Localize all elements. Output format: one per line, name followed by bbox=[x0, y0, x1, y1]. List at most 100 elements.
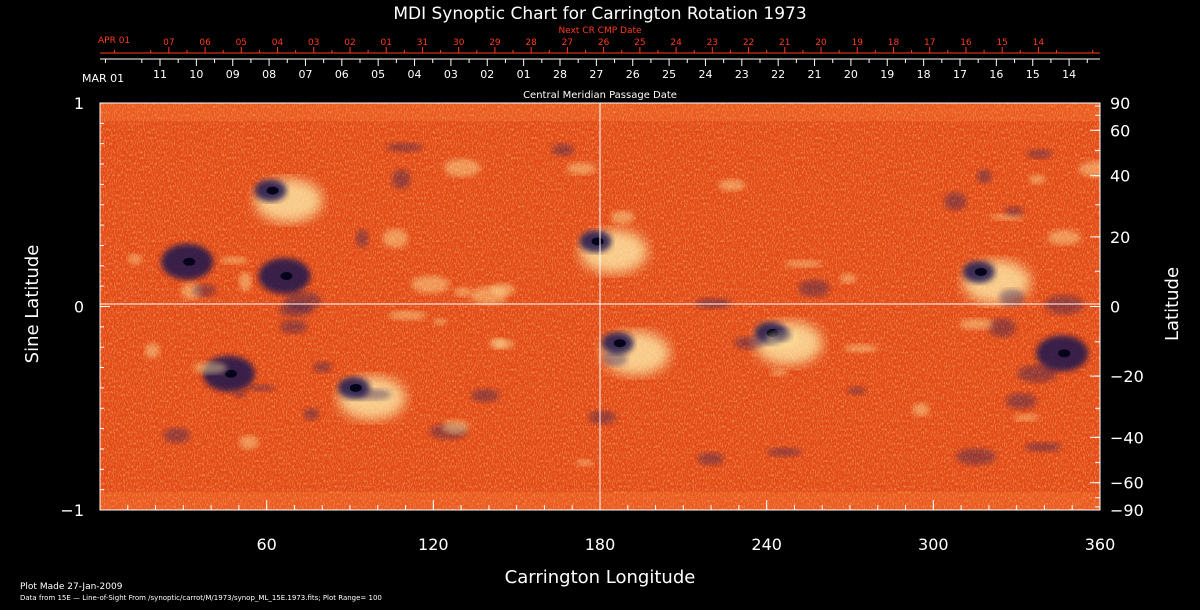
x-tick-label: 60 bbox=[256, 535, 276, 554]
network-patch bbox=[1017, 364, 1057, 383]
network-patch bbox=[588, 410, 617, 425]
network-patch bbox=[454, 286, 472, 297]
next-cr-date-label: 19 bbox=[852, 38, 864, 48]
next-cr-date-label: 30 bbox=[453, 38, 465, 48]
network-patch bbox=[847, 386, 867, 395]
network-patch bbox=[442, 419, 469, 434]
y-axis-left: 1 0 −1 bbox=[60, 94, 110, 520]
active-region bbox=[258, 258, 311, 295]
next-cr-date-label: 25 bbox=[634, 38, 645, 48]
network-patch bbox=[988, 318, 1016, 338]
network-patch bbox=[976, 169, 992, 184]
network-patch bbox=[610, 210, 635, 225]
next-cr-axis-label: Next CR CMP Date bbox=[558, 26, 642, 36]
network-patch bbox=[697, 452, 724, 466]
network-patch bbox=[163, 427, 190, 444]
cmp-date-label: 09 bbox=[226, 68, 240, 81]
next-cr-date-label: 21 bbox=[779, 38, 790, 48]
next-cr-date-label: 18 bbox=[888, 38, 900, 48]
network-patch bbox=[1078, 160, 1100, 178]
next-cr-date-label: 24 bbox=[670, 38, 682, 48]
active-region bbox=[161, 243, 214, 280]
network-patch bbox=[234, 390, 247, 399]
chart-title: MDI Synoptic Chart for Carrington Rotati… bbox=[393, 4, 806, 24]
y-left-tick-label: 0 bbox=[74, 298, 84, 317]
sunspot-core bbox=[613, 339, 626, 348]
y-axis-right-label: Latitude bbox=[1162, 267, 1183, 341]
next-cr-date-label: 31 bbox=[417, 38, 428, 48]
sunspot-core bbox=[224, 369, 237, 378]
next-cr-date-label: 07 bbox=[163, 38, 174, 48]
plot-made-note: Plot Made 27-Jan-2009 bbox=[20, 582, 123, 592]
network-patch bbox=[354, 388, 392, 400]
network-patch bbox=[734, 336, 764, 350]
x-tick-label: 300 bbox=[918, 535, 949, 554]
sunspot-core bbox=[183, 257, 196, 266]
network-patch bbox=[193, 362, 227, 375]
cmp-date-label: 01 bbox=[517, 68, 531, 81]
cmp-date-label: 28 bbox=[553, 68, 567, 81]
network-patch bbox=[411, 275, 450, 294]
x-axis-label: Carrington Longitude bbox=[505, 567, 696, 588]
next-cr-date-label: 17 bbox=[924, 38, 935, 48]
cmp-axis-label: Central Meridian Passage Date bbox=[523, 90, 677, 101]
y-right-tick-label: −60 bbox=[1110, 474, 1144, 493]
x-axis: 60 120 180 240 300 360 bbox=[127, 500, 1115, 554]
network-patch bbox=[470, 286, 508, 305]
next-cr-date-label: 05 bbox=[236, 38, 247, 48]
network-patch bbox=[246, 384, 276, 392]
sunspot-core bbox=[266, 186, 279, 195]
y-left-tick-label: 1 bbox=[74, 94, 84, 113]
next-cr-date-label: 06 bbox=[199, 38, 211, 48]
cmp-date-label: 16 bbox=[989, 68, 1003, 81]
network-patch bbox=[999, 288, 1025, 307]
cmp-date-label: 10 bbox=[189, 68, 203, 81]
network-patch bbox=[844, 344, 879, 353]
x-tick-label: 240 bbox=[751, 535, 782, 554]
active-region bbox=[254, 178, 323, 223]
network-patch bbox=[1047, 229, 1082, 246]
network-patch bbox=[840, 273, 857, 284]
y-right-tick-label: 0 bbox=[1110, 298, 1120, 317]
cmp-date-label: 15 bbox=[1026, 68, 1040, 81]
network-patch bbox=[388, 310, 427, 321]
network-patch bbox=[956, 448, 996, 466]
network-patch bbox=[1012, 414, 1040, 422]
cmp-date-label: 04 bbox=[408, 68, 422, 81]
next-cr-date-label: 20 bbox=[815, 38, 827, 48]
network-patch bbox=[774, 327, 792, 342]
network-patch bbox=[1026, 149, 1053, 159]
y-right-tick-label: 60 bbox=[1110, 121, 1130, 140]
cmp-ticks: 11 10 09 08 07 06 05 04 03 02 01 28 27 26 25 24 23 22 21 20… bbox=[104, 59, 1088, 81]
network-patch bbox=[576, 459, 593, 467]
data-source-note: Data from 15E — Line-of-Sight From /syno… bbox=[20, 594, 382, 602]
network-patch bbox=[695, 297, 732, 309]
network-patch bbox=[769, 369, 789, 376]
network-patch bbox=[784, 260, 823, 268]
active-region bbox=[579, 229, 648, 274]
cmp-date-label: 27 bbox=[589, 68, 603, 81]
network-patch bbox=[798, 279, 830, 297]
cmp-date-label: 21 bbox=[808, 68, 822, 81]
cmp-date-label: 07 bbox=[298, 68, 312, 81]
network-patch bbox=[471, 388, 500, 403]
network-patch bbox=[489, 338, 506, 349]
next-cr-ticks: 07 06 05 04 03 02 01 31 30 29 28 27 26 25 24 23 22 21 20 19… bbox=[113, 38, 1094, 53]
next-cr-date-label: 14 bbox=[1033, 38, 1045, 48]
cmp-date-label: 23 bbox=[735, 68, 749, 81]
network-patch bbox=[392, 169, 411, 190]
next-cr-date-label: 01 bbox=[381, 38, 392, 48]
next-cr-date-label: 04 bbox=[272, 38, 284, 48]
active-region bbox=[1036, 335, 1089, 372]
sunspot-core bbox=[591, 237, 604, 246]
y-right-tick-label: −40 bbox=[1110, 428, 1144, 447]
next-cr-date-label: 15 bbox=[996, 38, 1007, 48]
cmp-date-label: 20 bbox=[844, 68, 858, 81]
cmp-date-label: 02 bbox=[480, 68, 494, 81]
cmp-date-label: 14 bbox=[1062, 68, 1076, 81]
network-patch bbox=[1004, 206, 1024, 217]
next-cr-date-label: 03 bbox=[308, 38, 319, 48]
cmp-date-label: 25 bbox=[662, 68, 676, 81]
sunspot-core bbox=[349, 383, 362, 392]
